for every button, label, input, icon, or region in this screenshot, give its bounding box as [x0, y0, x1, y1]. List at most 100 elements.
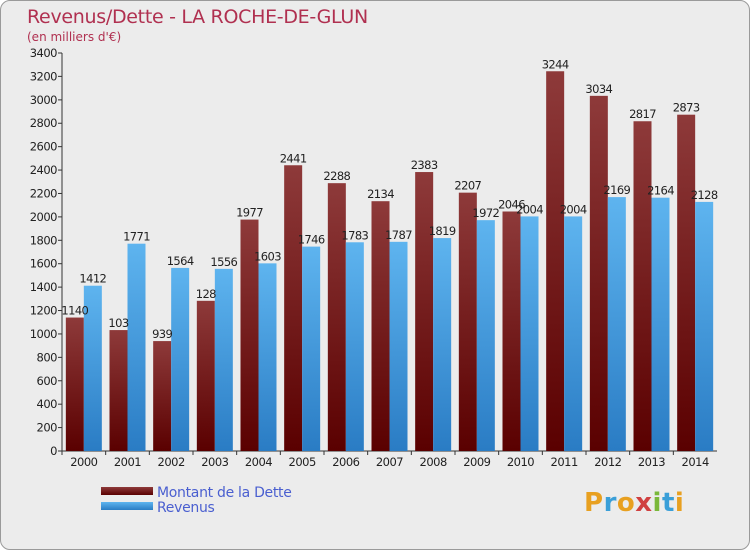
- y-tick-label: 2000: [30, 210, 57, 224]
- y-tick-label: 400: [37, 397, 58, 411]
- legend-swatch-dette: [101, 487, 153, 495]
- data-label-revenus-2011: 2004: [560, 202, 587, 216]
- proxiti-logo: Proxiti: [584, 488, 684, 518]
- x-tick-label: 2005: [289, 455, 316, 469]
- bar-dette-2003: [196, 300, 215, 451]
- logo-letter: x: [635, 488, 653, 518]
- bar-dette-2001: [109, 330, 128, 451]
- chart-subtitle: (en milliers d'€): [27, 30, 122, 44]
- bar-revenus-2002: [171, 267, 190, 451]
- y-tick-label: 1400: [30, 280, 57, 294]
- bar-dette-2002: [153, 341, 172, 451]
- bar-revenus-2012: [607, 197, 626, 451]
- bar-dette-2012: [589, 95, 608, 451]
- bar-revenus-2007: [389, 241, 408, 451]
- bar-dette-2014: [677, 114, 696, 451]
- bar-dette-2008: [415, 172, 434, 451]
- data-label-revenus-2002: 1564: [167, 254, 194, 268]
- bars: [65, 71, 714, 452]
- x-tick-label: 2002: [158, 455, 185, 469]
- bar-revenus-2013: [651, 197, 670, 451]
- y-tick-label: 1600: [30, 257, 57, 271]
- bar-dette-2009: [458, 192, 477, 451]
- data-label-dette-2013: 2817: [629, 107, 656, 121]
- data-label-revenus-2006: 1783: [341, 228, 368, 242]
- data-labels: 1140 1412 103 1771 939 1564 128 1556 1977 1603 244…: [61, 57, 718, 341]
- x-tick-label: 2014: [682, 455, 709, 469]
- data-label-dette-2001: 103: [108, 316, 128, 330]
- chart-title: Revenus/Dette - LA ROCHE-DE-GLUN: [27, 6, 368, 28]
- data-label-dette-2005: 2441: [280, 151, 307, 165]
- bar-dette-2005: [284, 165, 303, 452]
- data-label-revenus-2003: 1556: [210, 255, 237, 269]
- bar-revenus-2003: [214, 268, 233, 451]
- x-tick-label: 2012: [594, 455, 621, 469]
- data-label-dette-2009: 2207: [454, 179, 481, 193]
- x-tick-label: 2007: [376, 455, 403, 469]
- logo-letter: P: [584, 488, 604, 518]
- x-tick-label: 2001: [114, 455, 141, 469]
- logo-letter: i: [652, 488, 662, 518]
- bar-dette-2007: [371, 201, 390, 451]
- data-label-dette-2007: 2134: [367, 187, 394, 201]
- bar-revenus-2006: [345, 242, 364, 451]
- data-label-revenus-2005: 1746: [298, 233, 325, 247]
- y-tick-label: 800: [37, 350, 58, 364]
- y-tick-label: 1000: [30, 327, 57, 341]
- x-tick-label: 2011: [551, 455, 578, 469]
- data-label-dette-2006: 2288: [323, 169, 350, 183]
- bar-dette-2010: [502, 211, 521, 451]
- data-label-dette-2010: 2046: [498, 197, 525, 211]
- legend-label-revenus: Revenus: [157, 500, 215, 516]
- data-label-dette-2012: 3034: [585, 82, 612, 96]
- bar-dette-2000: [65, 317, 84, 451]
- logo-letter: i: [674, 488, 685, 518]
- y-tick-label: 1800: [30, 233, 57, 247]
- logo-letter: o: [616, 488, 636, 518]
- bar-revenus-2004: [258, 263, 277, 451]
- y-tick-label: 600: [37, 374, 58, 388]
- bar-revenus-2011: [564, 216, 583, 451]
- x-tick-label: 2010: [507, 455, 534, 469]
- data-label-revenus-2014: 2128: [691, 188, 718, 202]
- data-label-revenus-2004: 1603: [254, 249, 281, 263]
- data-label-dette-2011: 3244: [542, 57, 569, 71]
- data-label-revenus-2013: 2164: [647, 184, 674, 198]
- data-label-dette-2002: 939: [152, 327, 172, 341]
- x-tick-label: 2000: [70, 455, 97, 469]
- data-label-revenus-2001: 1771: [123, 230, 150, 244]
- bar-revenus-2001: [127, 243, 146, 451]
- y-tick-label: 1200: [30, 304, 57, 318]
- x-tick-label: 2006: [332, 455, 359, 469]
- y-tick-label: 2800: [30, 116, 57, 130]
- bar-revenus-2000: [83, 285, 102, 451]
- x-tick-label: 2008: [420, 455, 447, 469]
- data-label-revenus-2009: 1972: [472, 206, 499, 220]
- legend-swatch-revenus: [101, 502, 153, 510]
- y-axis: 0 200 400 600 800 1000 1200 1400 1600 1800 2000 220…: [30, 46, 63, 458]
- bar-dette-2006: [327, 183, 346, 451]
- data-label-revenus-2000: 1412: [79, 272, 106, 286]
- y-tick-label: 3400: [30, 46, 57, 60]
- data-label-dette-2008: 2383: [411, 158, 438, 172]
- data-label-dette-2000: 1140: [61, 304, 88, 318]
- data-label-dette-2004: 1977: [236, 206, 263, 220]
- data-label-dette-2003: 128: [196, 287, 216, 301]
- logo-letter: t: [661, 488, 675, 518]
- x-tick-label: 2009: [463, 455, 490, 469]
- bar-dette-2004: [240, 219, 259, 451]
- logo-letter: r: [603, 488, 617, 518]
- x-tick-label: 2004: [245, 455, 272, 469]
- bar-revenus-2009: [476, 220, 495, 451]
- data-label-revenus-2008: 1819: [429, 224, 456, 238]
- bar-dette-2013: [633, 121, 652, 451]
- bar-revenus-2008: [433, 238, 452, 451]
- data-label-revenus-2010: 2004: [516, 202, 543, 216]
- legend-label-dette: Montant de la Dette: [157, 485, 292, 501]
- bar-revenus-2014: [695, 201, 714, 451]
- x-tick-label: 2003: [201, 455, 228, 469]
- bar-revenus-2010: [520, 216, 539, 451]
- bar-revenus-2005: [302, 246, 321, 451]
